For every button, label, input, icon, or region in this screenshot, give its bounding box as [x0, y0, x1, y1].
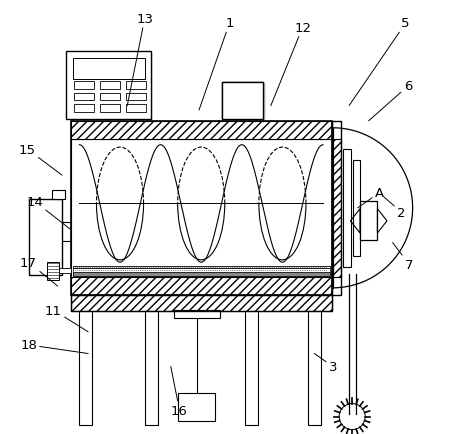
- Text: 12: 12: [271, 22, 311, 106]
- Bar: [79, 312, 92, 425]
- Bar: [222, 82, 263, 119]
- Bar: [222, 82, 263, 119]
- Bar: [71, 295, 332, 312]
- Bar: [52, 191, 65, 199]
- Bar: [179, 393, 215, 421]
- Bar: [74, 93, 94, 101]
- Text: A: A: [358, 187, 384, 208]
- Bar: [68, 54, 153, 121]
- Text: 3: 3: [314, 354, 337, 373]
- Bar: [343, 150, 351, 267]
- Bar: [126, 105, 146, 113]
- Bar: [308, 312, 321, 425]
- Bar: [71, 295, 332, 312]
- Bar: [73, 269, 330, 273]
- Text: 16: 16: [171, 367, 188, 417]
- Bar: [71, 140, 332, 277]
- Text: 15: 15: [19, 143, 62, 176]
- Bar: [101, 105, 120, 113]
- Text: 7: 7: [392, 243, 414, 271]
- Bar: [174, 310, 220, 318]
- Bar: [360, 202, 377, 241]
- Text: 13: 13: [127, 13, 153, 106]
- Bar: [245, 312, 258, 425]
- Bar: [332, 122, 341, 295]
- Text: 2: 2: [384, 197, 406, 219]
- Bar: [47, 263, 59, 280]
- Bar: [101, 93, 120, 101]
- Text: 14: 14: [26, 195, 71, 230]
- Bar: [332, 140, 341, 277]
- Text: 17: 17: [20, 256, 58, 286]
- Text: 6: 6: [369, 80, 412, 122]
- Text: 11: 11: [45, 304, 88, 332]
- Bar: [73, 266, 330, 269]
- Bar: [145, 312, 158, 425]
- Bar: [67, 52, 151, 119]
- Bar: [73, 273, 330, 276]
- Text: 18: 18: [20, 339, 88, 354]
- Bar: [224, 84, 266, 121]
- Bar: [74, 105, 94, 113]
- Bar: [71, 122, 332, 140]
- Text: 5: 5: [349, 17, 410, 106]
- Bar: [126, 82, 146, 89]
- Bar: [71, 122, 332, 295]
- Bar: [101, 82, 120, 89]
- Bar: [126, 93, 146, 101]
- Bar: [73, 59, 145, 80]
- Text: 1: 1: [199, 17, 234, 111]
- Bar: [353, 161, 359, 256]
- Bar: [71, 277, 332, 295]
- Bar: [29, 200, 62, 276]
- Bar: [74, 82, 94, 89]
- Bar: [59, 269, 71, 274]
